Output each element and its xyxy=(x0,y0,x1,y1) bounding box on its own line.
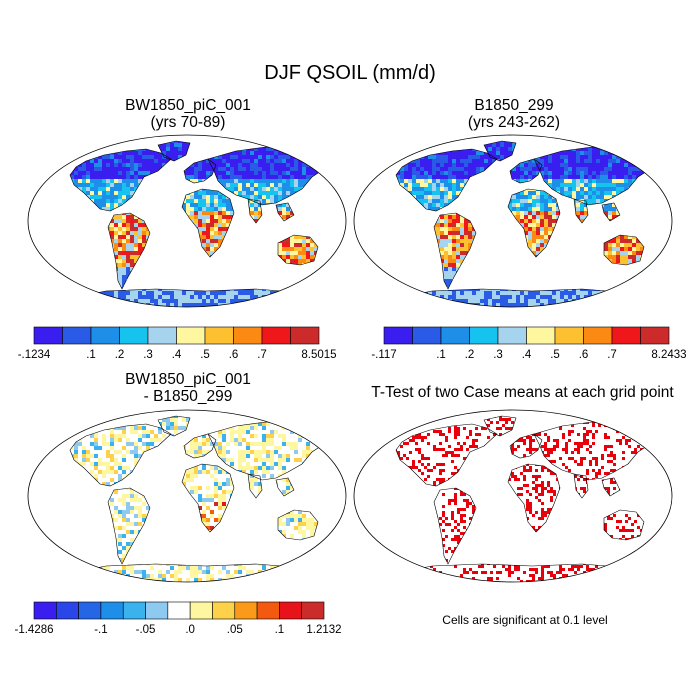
colorbar-2-tick-label: .2 xyxy=(465,349,475,361)
colorbar-1-swatch xyxy=(261,326,291,345)
colorbar-2-swatch xyxy=(412,326,442,345)
map-panel-4 xyxy=(353,409,673,583)
colorbar-2-tick-label: -.117 xyxy=(371,349,396,361)
significance-note: Cells are significant at 0.1 level xyxy=(442,613,608,627)
colorbar-3-swatch xyxy=(189,601,213,620)
colorbar-1-swatch xyxy=(290,326,320,345)
colorbar-3-swatch xyxy=(100,601,124,620)
colorbar-3-tick-label: -.1 xyxy=(94,624,107,636)
colorbar-1-tick-label: .5 xyxy=(200,349,210,361)
colorbar-2: -.117 .1 .2 .3 .4 .5 .6 .7 8.2433 xyxy=(371,326,687,361)
colorbar-3-tick-label: .0 xyxy=(185,624,195,636)
colorbar-1-tick-label: .6 xyxy=(229,349,239,361)
colorbar-2-swatch xyxy=(440,326,470,345)
colorbar-3-tick-label: .1 xyxy=(275,624,285,636)
figure-title: DJF QSOIL (mm/d) xyxy=(264,62,436,84)
colorbar-2-swatch xyxy=(526,326,556,345)
colorbar-1-swatch xyxy=(119,326,149,345)
panel-1-title-line1: BW1850_piC_001 xyxy=(125,97,251,114)
colorbar-2-swatch xyxy=(640,326,670,345)
colorbar-2-tick-label: .3 xyxy=(493,349,503,361)
colorbar-1-swatch xyxy=(176,326,206,345)
colorbar-3-tick-label: -1.4286 xyxy=(14,624,53,636)
colorbar-1-swatch xyxy=(62,326,92,345)
colorbar-2-swatch xyxy=(554,326,584,345)
colorbar-1-tick-label: .1 xyxy=(86,349,96,361)
colorbar-2-tick-label: .6 xyxy=(579,349,589,361)
colorbar-3-tick-label: 1.2132 xyxy=(306,624,341,636)
colorbar-2-swatch xyxy=(611,326,641,345)
colorbar-1-swatch xyxy=(233,326,263,345)
colorbar-3-swatch xyxy=(122,601,146,620)
colorbar-3-swatch xyxy=(56,601,79,620)
colorbar-1-tick-label: .7 xyxy=(257,349,267,361)
colorbar-2-tick-label: .4 xyxy=(522,349,532,361)
colorbar-2-tick-label: .7 xyxy=(607,349,617,361)
colorbar-2-tick-label: .5 xyxy=(550,349,560,361)
colorbar-3-swatch xyxy=(145,601,169,620)
colorbar-3-tick-label: .05 xyxy=(227,624,243,636)
panel-4-title: T-Test of two Case means at each grid po… xyxy=(371,384,674,401)
colorbar-3-swatch xyxy=(212,601,236,620)
colorbar-3-swatch xyxy=(301,601,325,620)
map-panel-3 xyxy=(27,409,347,583)
colorbar-1-swatch xyxy=(90,326,120,345)
colorbar-3-swatch xyxy=(167,601,191,620)
colorbar-2-swatch xyxy=(497,326,527,345)
panel-2-title-line1: B1850_299 xyxy=(474,97,554,114)
panel-2-title-line2: (yrs 243-262) xyxy=(467,114,561,131)
colorbar-1-tick-label: .4 xyxy=(172,349,182,361)
colorbar-2-tick-label: .1 xyxy=(436,349,446,361)
colorbar-3-swatch xyxy=(256,601,280,620)
colorbar-1-tick-label: .3 xyxy=(143,349,153,361)
colorbar-1-tick-label: .2 xyxy=(115,349,125,361)
colorbar-1-swatch xyxy=(147,326,177,345)
colorbar-3-swatch xyxy=(234,601,258,620)
colorbar-3-swatch xyxy=(78,601,102,620)
colorbar-3-swatch xyxy=(279,601,302,620)
colorbar-1-tick-label: 8.5015 xyxy=(301,349,336,361)
colorbar-1-swatch xyxy=(204,326,234,345)
colorbar-3-swatch xyxy=(33,601,57,620)
colorbar-1: -.1234 .1 .2 .3 .4 .5 .6 .7 8.5015 xyxy=(18,326,337,361)
panel-3-title: BW1850_piC_001 - B1850_299 xyxy=(24,371,352,405)
panel-2-title: B1850_299 (yrs 243-262) xyxy=(350,97,678,131)
colorbar-2-swatch xyxy=(469,326,499,345)
panel-1-title: BW1850_piC_001 (yrs 70-89) xyxy=(24,97,352,131)
colorbar-1-swatch xyxy=(33,326,63,345)
colorbar-3-tick-label: -.05 xyxy=(136,624,156,636)
colorbar-2-swatch xyxy=(383,326,413,345)
colorbar-1-tick-label: -.1234 xyxy=(18,349,51,361)
map-panel-2 xyxy=(353,134,673,308)
colorbar-3: -1.4286 -.1 -.05 .0 .05 .1 1.2132 xyxy=(14,601,342,636)
colorbar-2-tick-label: 8.2433 xyxy=(651,349,686,361)
map-panel-1 xyxy=(27,134,347,308)
panel-3-title-line1: BW1850_piC_001 xyxy=(125,371,251,388)
panel-1-title-line2: (yrs 70-89) xyxy=(150,114,226,131)
panel-3-title-line2: - B1850_299 xyxy=(143,388,233,405)
colorbar-2-swatch xyxy=(583,326,613,345)
